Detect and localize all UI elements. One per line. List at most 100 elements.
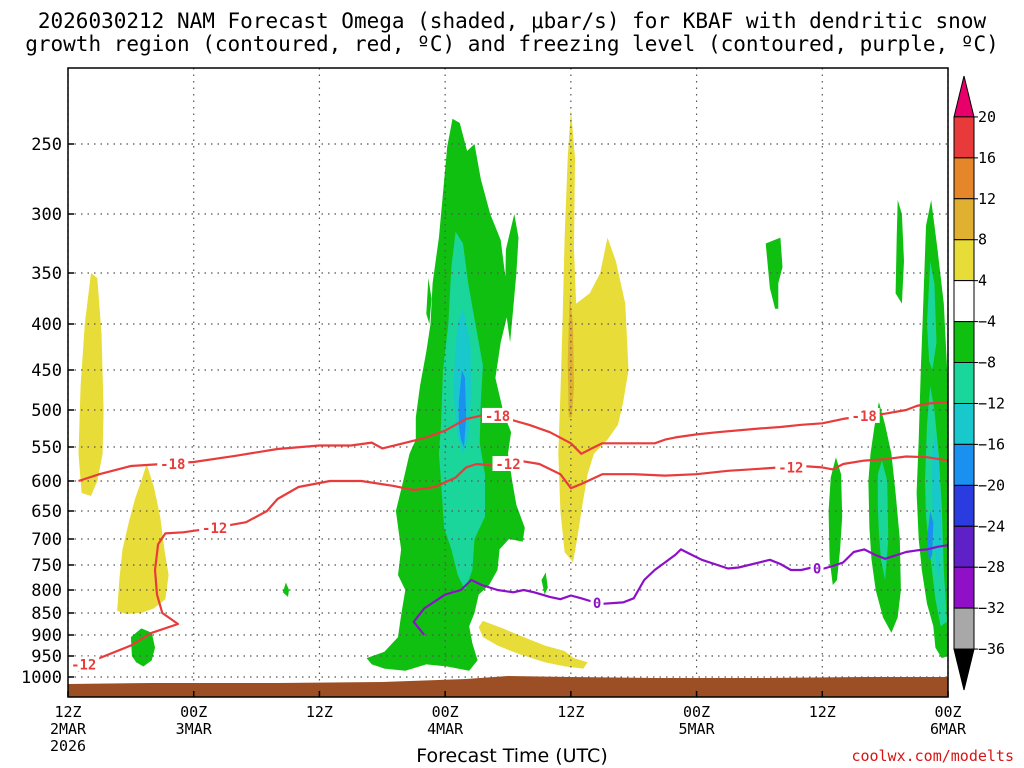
colorbar-swatch <box>953 443 975 486</box>
colorbar-swatch <box>953 566 975 609</box>
colorbar-label: 20 <box>978 108 996 126</box>
x-tick-label: 12Z <box>54 703 81 721</box>
omega-shade-region <box>426 278 432 324</box>
omega-shade-region <box>895 200 904 304</box>
omega-shade-region <box>478 620 588 669</box>
x-tick-label: 2026 <box>50 737 86 755</box>
y-tick-label: 900 <box>31 626 62 646</box>
contour-layer: -18 -18 -18 -12 -12 -12 -12 0 0 <box>67 400 949 673</box>
colorbar-swatch <box>953 198 975 241</box>
contour-label: 0 <box>813 562 821 578</box>
colorbar-label: −28 <box>978 558 1005 576</box>
source-credit[interactable]: coolwx.com/modelts <box>851 747 1014 765</box>
omega-shade-region <box>927 261 937 370</box>
surface-terrain-layer <box>68 676 948 697</box>
contour-label: -12 <box>71 657 96 673</box>
colorbar-label: 12 <box>978 190 996 208</box>
colorbar-swatch <box>953 607 975 650</box>
y-tick-label: 650 <box>31 502 62 522</box>
colorbar-swatch <box>953 484 975 527</box>
y-tick-label: 700 <box>31 530 62 550</box>
colorbar-label: 8 <box>978 231 987 249</box>
contour-label-background <box>482 407 514 423</box>
chart-title-line-1: 2026030212 NAM Forecast Omega (shaded, μ… <box>37 9 987 33</box>
colorbar-swatch <box>953 321 975 364</box>
y-tick-label: 800 <box>31 581 62 601</box>
y-tick-label: 450 <box>31 361 62 381</box>
x-tick-label: 5MAR <box>679 720 716 738</box>
colorbar-swatch <box>953 280 975 323</box>
y-tick-label: 1000 <box>21 668 62 688</box>
x-tick-label: 00Z <box>683 703 710 721</box>
y-tick-label: 600 <box>31 472 62 492</box>
contour-label: -12 <box>495 457 520 473</box>
contour-line <box>67 455 949 672</box>
grid-layer <box>67 68 949 697</box>
contour-label: -12 <box>202 521 227 537</box>
contour-label-background <box>590 594 604 610</box>
chart-title-line-2: growth region (contoured, red, ºC) and f… <box>25 32 999 56</box>
colorbar-label: −20 <box>978 476 1005 494</box>
contour-label-background <box>68 656 100 672</box>
omega-shade-region <box>130 628 155 667</box>
y-axis: 2503003504004505005506006507007508008509… <box>21 135 74 688</box>
contour-label-background <box>492 456 524 471</box>
plot-border <box>67 67 949 698</box>
contour-label: 0 <box>593 596 601 612</box>
contour-label: -18 <box>160 457 185 473</box>
x-tick-label: 4MAR <box>427 720 464 738</box>
x-tick-label: 00Z <box>180 703 207 721</box>
x-tick-label: 12Z <box>557 703 584 721</box>
x-tick-label: 3MAR <box>176 720 213 738</box>
colorbar-label: −8 <box>978 354 996 372</box>
colorbar-label: −32 <box>978 599 1005 617</box>
x-tick-label: 00Z <box>432 703 459 721</box>
omega-shade-region <box>828 457 843 585</box>
colorbar-label: 4 <box>978 272 987 290</box>
y-tick-label: 750 <box>31 556 62 576</box>
contour-line <box>78 400 949 483</box>
y-tick-label: 400 <box>31 315 62 335</box>
omega-shade-region <box>765 237 783 309</box>
omega-shade-region <box>932 432 942 580</box>
colorbar-swatch <box>953 525 975 568</box>
y-tick-label: 350 <box>31 264 62 284</box>
x-tick-label: 00Z <box>934 703 961 721</box>
x-axis-title: Forecast Time (UTC) <box>416 745 608 767</box>
colorbar-swatch <box>953 75 975 118</box>
omega-shade-region <box>458 370 467 447</box>
contour-label: -12 <box>778 460 803 476</box>
colorbar-label: −12 <box>978 394 1005 412</box>
y-tick-label: 950 <box>31 647 62 667</box>
colorbar-label: 16 <box>978 149 996 167</box>
y-tick-label: 300 <box>31 205 62 225</box>
colorbar-swatch <box>953 362 975 404</box>
omega-shading-layer <box>78 109 948 671</box>
x-tick-label: 12Z <box>809 703 836 721</box>
contour-label: -18 <box>852 409 877 425</box>
colorbar-swatch <box>953 648 975 691</box>
omega-shade-region <box>877 460 889 580</box>
y-tick-label: 850 <box>31 604 62 624</box>
colorbar-swatch <box>953 402 975 445</box>
omega-shade-region <box>541 572 548 595</box>
x-tick-label: 2MAR <box>50 720 87 738</box>
plot-frame <box>67 67 949 698</box>
colorbar-label: −24 <box>978 517 1005 535</box>
x-tick-label: 12Z <box>306 703 333 721</box>
colorbar-swatch <box>953 239 975 282</box>
contour-label-background <box>775 459 807 475</box>
omega-colorbar: 20 16 12 8 4 −4 −8 −12 −16 −20 −24 −28 −32 −36 <box>953 75 1005 691</box>
contour-line <box>412 544 949 636</box>
contour-label-background <box>157 456 189 471</box>
colorbar-label: −4 <box>978 313 996 331</box>
contour-label: -18 <box>485 409 510 425</box>
colorbar-swatch <box>953 157 975 200</box>
contour-label-background <box>848 407 880 423</box>
surface-terrain <box>68 676 948 697</box>
colorbar-label: −36 <box>978 640 1005 658</box>
colorbar-swatch <box>953 116 975 159</box>
x-tick-label: 6MAR <box>930 720 967 738</box>
